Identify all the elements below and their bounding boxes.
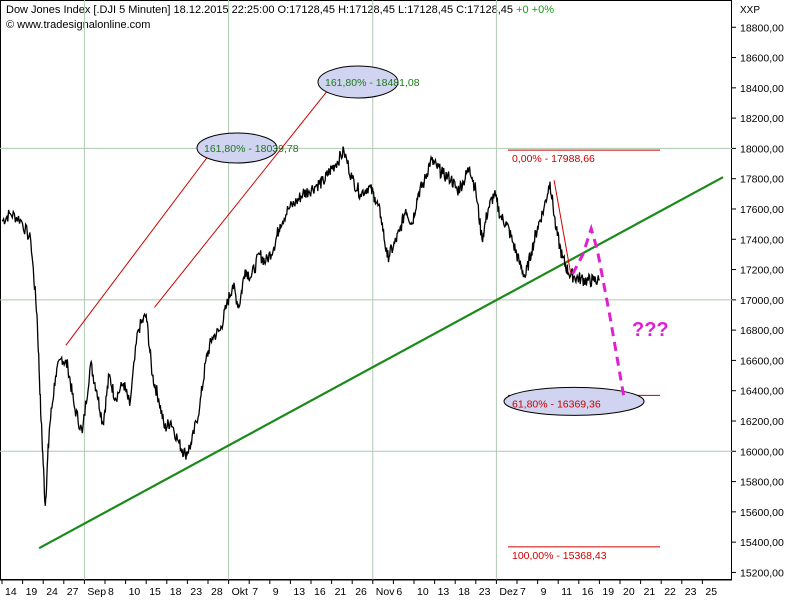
recent-decline-line	[553, 180, 572, 273]
x-tick-label: 10	[129, 586, 141, 598]
fib-levels: 0,00% - 17988,66 61,80% - 16369,36 100,00%…	[503, 149, 660, 562]
price-series	[1, 146, 601, 506]
x-tick-label: Nov	[376, 586, 395, 598]
fib-level-label: 100,00% - 15368,43	[512, 550, 607, 562]
fib-extensions: 161,80% - 18039,78 161,80% - 18481,08	[65, 65, 420, 346]
x-tick-label: 18	[170, 586, 182, 598]
y-tick-label: 17800,00	[740, 174, 784, 186]
x-tick-label: 8	[108, 586, 114, 598]
fib-extension-label: 161,80% - 18039,78	[204, 143, 299, 155]
x-tick-label: 11	[561, 586, 572, 598]
y-tick-label: 15800,00	[740, 477, 784, 489]
x-axis: 14 19 24 27 Sep 8 10 15 18 23 28 Okt 7 9 13 16 21 26 Nov 6 1…	[0, 579, 732, 598]
source-copyright: © www.tradesignalonline.com	[6, 19, 151, 31]
fib-level-label: 61,80% - 16369,36	[512, 398, 601, 410]
x-tick-label: 28	[211, 586, 223, 598]
y-tick-label: 18600,00	[740, 53, 784, 65]
x-tick-label: Sep	[87, 586, 106, 598]
ohlc-values: O:17128,45 H:17128,45 L:17128,45 C:17128…	[277, 4, 514, 16]
y-tick-label: 18800,00	[740, 22, 784, 34]
y-tick-label: 18000,00	[740, 143, 784, 155]
y-tick-label: 16600,00	[740, 355, 784, 367]
x-tick-label: 18	[458, 586, 470, 598]
x-tick-label: 6	[396, 586, 402, 598]
y-axis: 15200,00 15400,00 15600,00 15800,00 16000,00…	[732, 22, 784, 579]
y-tick-label: 18200,00	[740, 113, 784, 125]
trendline	[38, 176, 724, 550]
x-tick-label: 16	[314, 586, 326, 598]
x-tick-label: 19	[26, 586, 38, 598]
fib-extension-ellipse	[196, 132, 278, 164]
y-tick-label: 16800,00	[740, 325, 784, 337]
x-tick-label: 21	[335, 586, 347, 598]
price-line	[1, 146, 601, 506]
x-tick-label: 7	[252, 586, 258, 598]
x-tick-label: 9	[541, 586, 547, 598]
x-tick-label: 25	[705, 586, 717, 598]
x-tick-label: 13	[293, 586, 305, 598]
x-tick-label: 19	[602, 586, 614, 598]
y-tick-label: 15600,00	[740, 507, 784, 519]
x-tick-label: Dez	[499, 586, 518, 598]
fib-ellipse	[503, 386, 645, 416]
x-tick-label: 21	[644, 586, 656, 598]
y-tick-label: 16400,00	[740, 386, 784, 398]
fib-extension-line	[154, 77, 339, 308]
x-tick-label: 13	[438, 586, 450, 598]
fib-extension-line	[65, 144, 218, 346]
datetime: 18.12.2015 22:25:00	[173, 4, 275, 16]
question-marks-annotation: ???	[632, 319, 669, 341]
x-tick-label: 16	[582, 586, 594, 598]
y-tick-label: 16200,00	[740, 416, 784, 428]
y-tick-label: 17000,00	[740, 295, 784, 307]
projection: ???	[571, 223, 669, 399]
x-tick-label: 10	[417, 586, 429, 598]
y-tick-label: 17400,00	[740, 234, 784, 246]
price-change: +0 +0%	[516, 4, 554, 16]
x-tick-label: 23	[190, 586, 202, 598]
y-tick-label: 18400,00	[740, 83, 784, 95]
axis-unit-label: XXP	[739, 5, 760, 16]
chart-header-line2: © www.tradesignalonline.com	[6, 19, 150, 31]
support-trendline	[38, 176, 724, 550]
x-tick-label: 23	[685, 586, 697, 598]
y-tick-label: 17200,00	[740, 265, 784, 277]
fib-level-label: 0,00% - 17988,66	[512, 153, 595, 165]
y-tick-label: 15200,00	[740, 567, 784, 579]
x-tick-label: 7	[520, 586, 526, 598]
x-tick-label: 26	[355, 586, 367, 598]
projection-path	[571, 223, 626, 399]
chart-header-line1: Dow Jones Index [.DJI 5 Minuten] 18.12.2…	[6, 4, 554, 16]
y-tick-label: 17600,00	[740, 204, 784, 216]
x-tick-label: 24	[46, 586, 58, 598]
fib-extension-label: 161,80% - 18481,08	[325, 77, 420, 89]
x-tick-label: 23	[479, 586, 491, 598]
y-tick-label: 15400,00	[740, 537, 784, 549]
x-tick-label: 9	[273, 586, 279, 598]
x-tick-label: 15	[149, 586, 161, 598]
x-tick-label: Okt	[232, 586, 248, 598]
x-tick-label: 20	[623, 586, 635, 598]
instrument-title: Dow Jones Index [.DJI 5 Minuten]	[6, 4, 171, 16]
y-tick-label: 16000,00	[740, 446, 784, 458]
x-tick-label: 14	[5, 586, 17, 598]
x-tick-label: 22	[664, 586, 676, 598]
fib-extension-ellipse	[317, 65, 399, 99]
x-tick-label: 27	[67, 586, 79, 598]
